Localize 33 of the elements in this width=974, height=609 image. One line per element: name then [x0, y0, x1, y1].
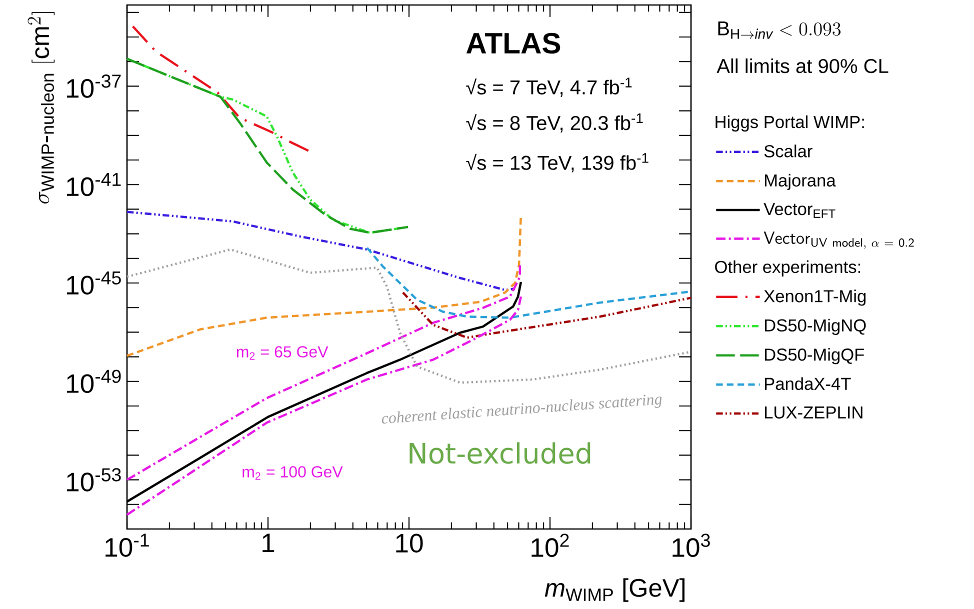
legend-label: Xenon1T-Mig	[764, 290, 866, 306]
x-tick-label: 10	[396, 534, 423, 553]
legend-label: Scalar	[764, 144, 812, 158]
annotation: √s = 7 TeV, 4.7 fb$^{-1}$	[466, 78, 632, 97]
text: Other experiments:	[715, 260, 860, 277]
x-tick-label: 10$^{3}$	[672, 534, 710, 558]
y-tick-label: 10$^{-45}$	[67, 271, 121, 295]
x-tick-label: 1	[262, 534, 274, 552]
legend-label: LUX-ZEPLIN	[764, 406, 862, 419]
text: $\mathrm{B}_{\mathrm{H} \rightarrow \mathit{inv}} < 0.093$	[718, 22, 841, 39]
legend-label: Vector$_{EFT}$	[764, 203, 836, 218]
legend-label: DS50-MigNQ	[764, 318, 866, 335]
legend-label: DS50-MigQF	[764, 348, 864, 364]
annotation: √s = 8 TeV, 20.3 fb$^{-1}$	[466, 113, 643, 132]
annotation: Not-excluded	[410, 442, 590, 464]
annotation: ATLAS	[466, 32, 560, 54]
text: All limits at 90% CL	[716, 58, 888, 74]
y-tick-label: 10$^{-37}$	[67, 74, 121, 98]
legend-title: Higgs Portal WIMP:	[716, 115, 864, 132]
y-axis-title: $\sigma_{\mathrm{WIMP}\mbox{-}\mathrm{nucleon}}\ [\mathrm{cm}^{2}]$	[28, 12, 55, 204]
x-axis-title: m$_{WIMP}$ [GeV]	[544, 578, 684, 602]
legend-label: Majorana	[764, 174, 836, 190]
legend-label: $\mathsf{Vector}_{\mathsf{UV\ model},\ \alpha\ =\ \mathsf{0.2}}$	[764, 232, 914, 249]
x-tick-label: 10$^{2}$	[532, 534, 569, 558]
annotation: m$_{2}$ = 100 GeV	[242, 466, 343, 480]
y-tick-label: 10$^{-41}$	[67, 173, 121, 196]
annotation: √s = 13 TeV, 139 fb$^{-1}$	[466, 153, 648, 172]
x-tick-label: 10$^{-1}$	[106, 534, 149, 557]
y-tick-label: 10$^{-53}$	[67, 468, 121, 492]
legend-label: PandaX-4T	[764, 377, 851, 390]
annotation: m$_{2}$ = 65 GeV	[236, 346, 328, 360]
y-tick-label: 10$^{-49}$	[67, 370, 121, 394]
annotation: coherent elastic neutrino-nucleus scattering	[382, 394, 662, 424]
